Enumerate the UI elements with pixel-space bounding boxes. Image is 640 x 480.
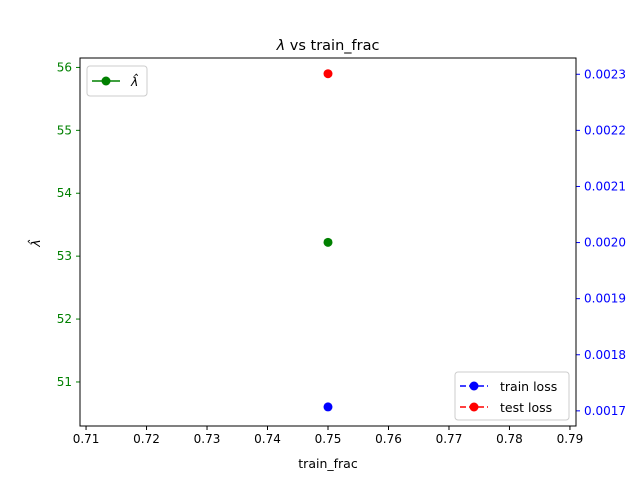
- test-loss-point: [323, 69, 333, 79]
- y-axis-label-left: λ̂: [27, 239, 43, 248]
- x-tick-label: 0.75: [315, 432, 342, 446]
- x-tick-label: 0.72: [133, 432, 160, 446]
- legend-right: train loss test loss: [454, 371, 570, 421]
- x-axis-label: train_frac: [298, 456, 358, 471]
- y-left-tick-label: 52: [57, 312, 72, 326]
- points-layer: [323, 69, 333, 412]
- legend-left: λ̂: [86, 65, 148, 97]
- y-left-tick-label: 56: [57, 60, 72, 74]
- y-left-tick-label: 54: [57, 186, 72, 200]
- x-tick-label: 0.77: [436, 432, 463, 446]
- train-loss-point: [323, 402, 333, 412]
- chart-title: λ vs train_frac: [276, 38, 380, 54]
- legend-test-label: test loss: [500, 400, 552, 415]
- x-tick-label: 0.71: [73, 432, 100, 446]
- y-left-tick-label: 53: [57, 249, 72, 263]
- y-right-tick-label: 0.0023: [584, 67, 626, 81]
- y-right-tick-label: 0.0022: [584, 123, 626, 137]
- legend-test-marker: [469, 402, 479, 412]
- legend-lambda-label: λ̂: [130, 73, 139, 89]
- y-right-tick-label: 0.0021: [584, 179, 626, 193]
- ticks-layer: 0.71 0.72 0.73 0.74 0.75 0.76 0.77 0.78 0.79 51 52…: [57, 60, 626, 446]
- y-left-tick-label: 51: [57, 375, 72, 389]
- lambda-point: [323, 237, 333, 247]
- legend-train-marker: [469, 381, 479, 391]
- x-tick-label: 0.76: [375, 432, 402, 446]
- x-tick-label: 0.73: [194, 432, 221, 446]
- chart-title-symbol: λ: [276, 38, 286, 54]
- y-right-tick-label: 0.0018: [584, 348, 626, 362]
- legend-train-label: train loss: [500, 379, 557, 394]
- chart-title-rest: vs train_frac: [285, 38, 379, 54]
- x-tick-label: 0.74: [254, 432, 281, 446]
- y-right-tick-label: 0.0017: [584, 404, 626, 418]
- legend-right-box: [454, 371, 570, 421]
- y-right-tick-label: 0.0020: [584, 236, 626, 250]
- plot-frame: [79, 57, 577, 427]
- legend-lambda-marker: [101, 76, 111, 86]
- y-right-tick-label: 0.0019: [584, 292, 626, 306]
- x-tick-label: 0.79: [557, 432, 584, 446]
- y-left-tick-label: 55: [57, 123, 72, 137]
- x-tick-label: 0.78: [496, 432, 523, 446]
